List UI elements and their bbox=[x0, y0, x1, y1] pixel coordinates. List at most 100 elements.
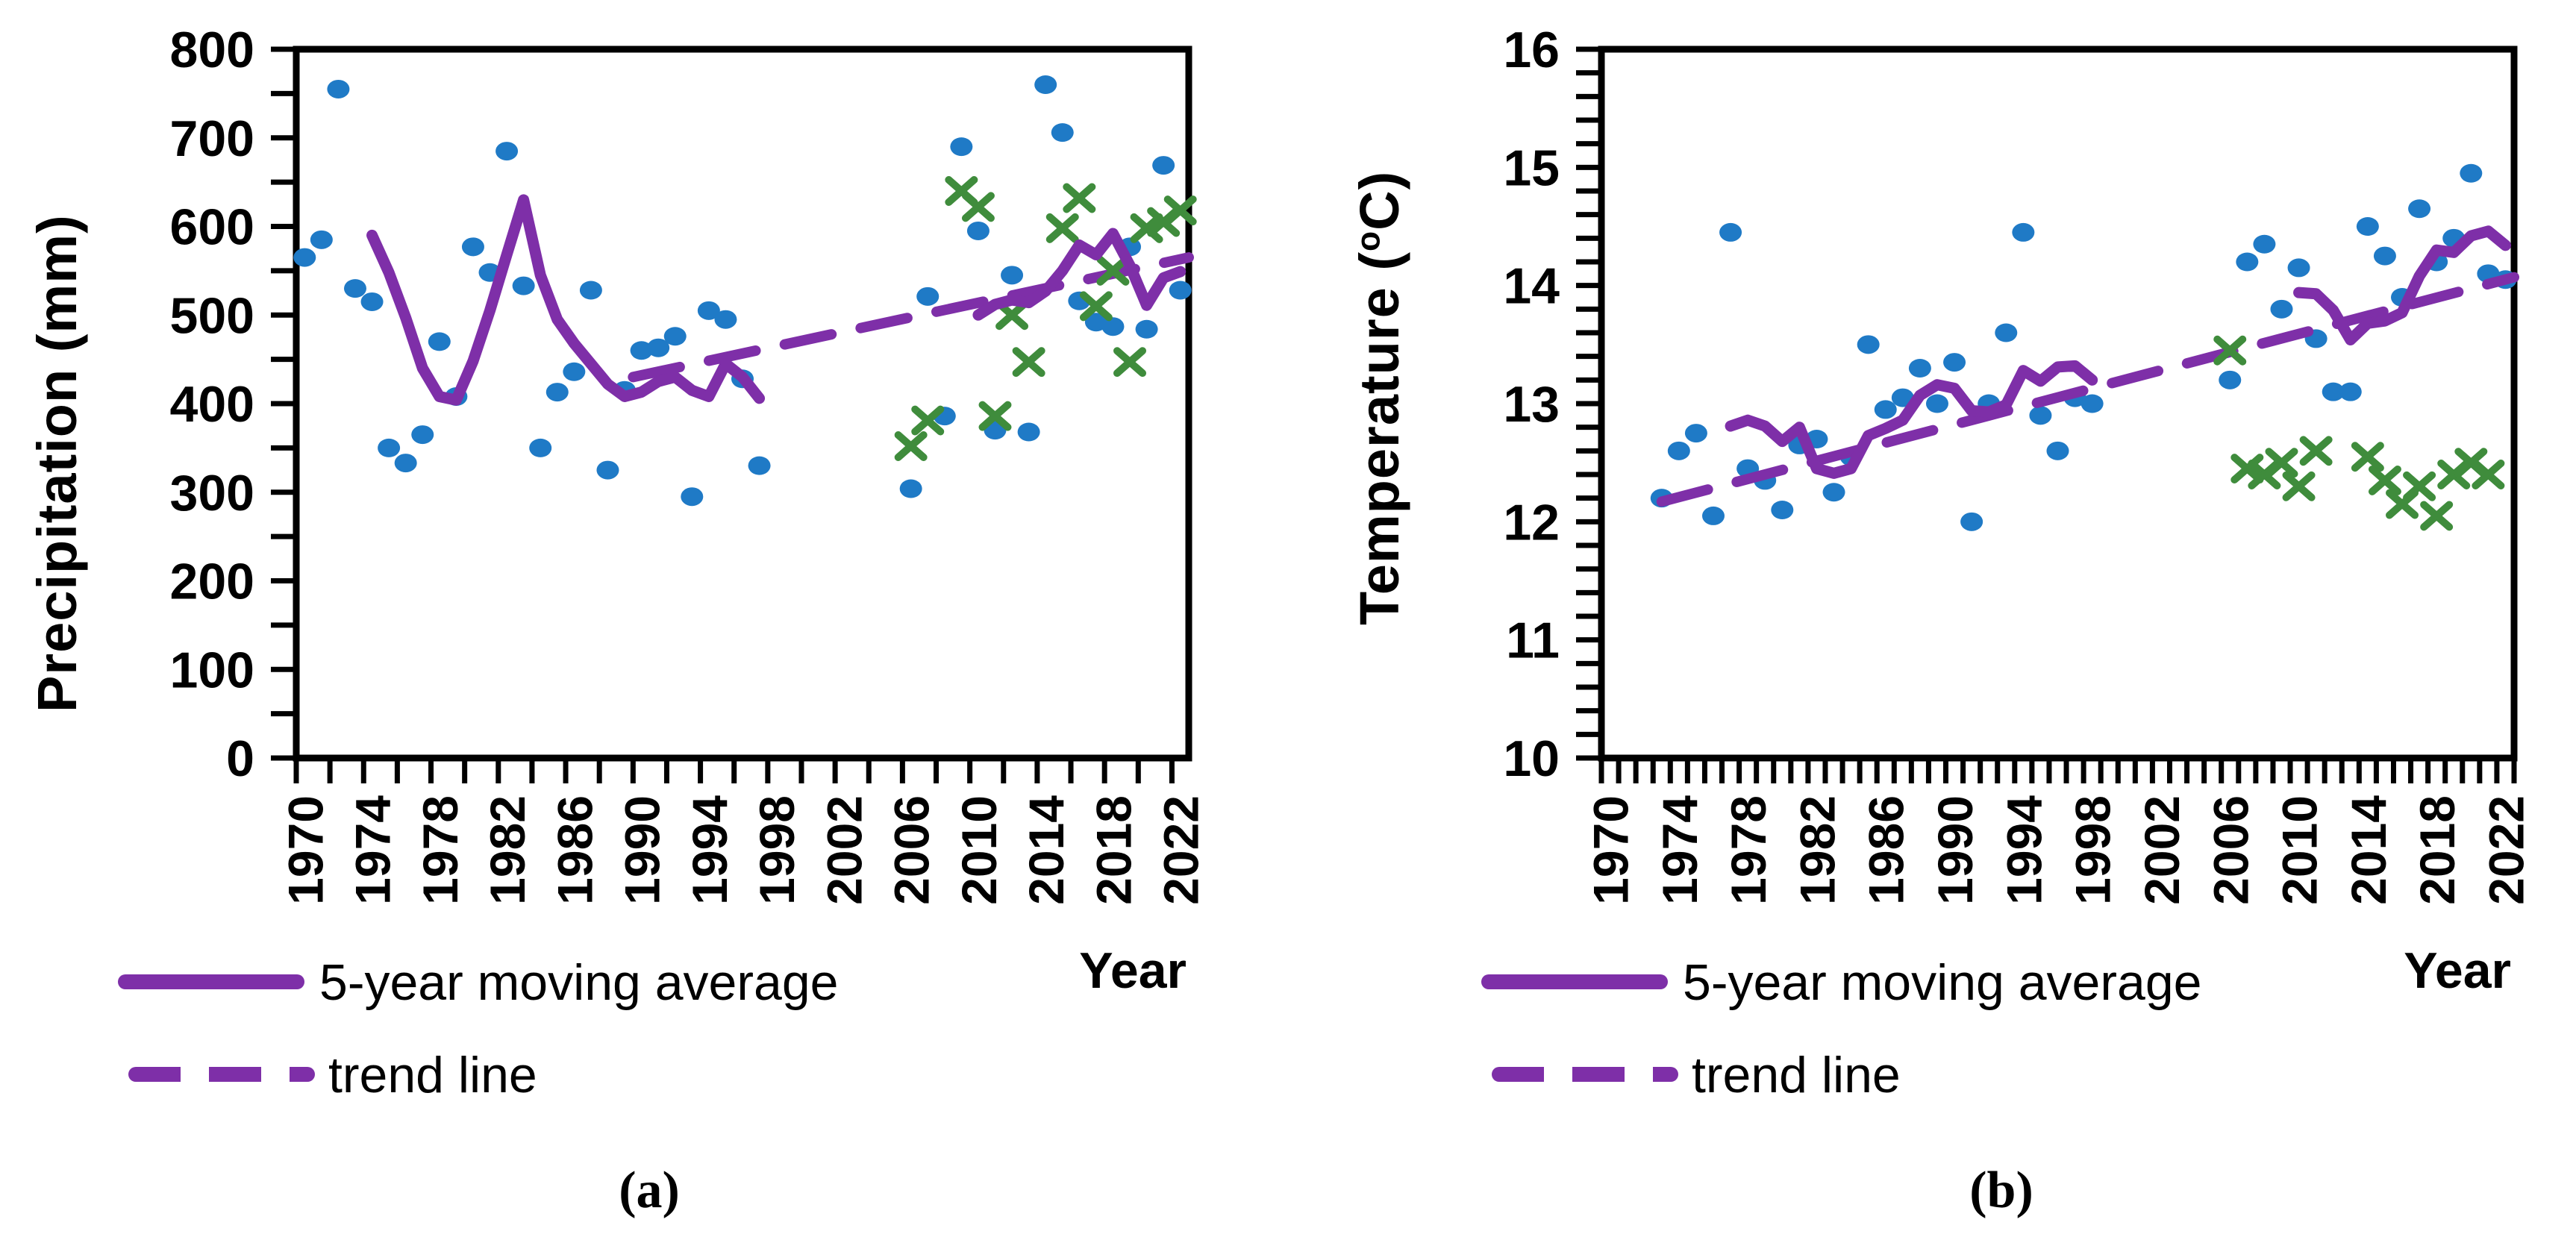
panel-a-x-tick-label: 2010 bbox=[951, 795, 1007, 905]
panel-a-x-tick-label: 1978 bbox=[413, 795, 468, 905]
panel-a-x-tick-label: 2002 bbox=[816, 795, 872, 905]
panel-b-x-tick-label: 1998 bbox=[2066, 795, 2121, 905]
panel-a-y-tick-label: 0 bbox=[226, 730, 254, 787]
panel-b-x-marker bbox=[2472, 460, 2505, 489]
legend-b-trend-label: trend line bbox=[1692, 1047, 1901, 1103]
panel-a-annual-point bbox=[378, 438, 401, 457]
panel-a-x-marker bbox=[1096, 255, 1130, 286]
panel-b-x-marker bbox=[2230, 454, 2264, 484]
panel-b-x-tick-label: 2006 bbox=[2203, 795, 2258, 905]
caption-panel-a: (a) bbox=[619, 1162, 680, 1219]
panel-a-x-marker bbox=[894, 431, 928, 461]
panel-b-x-marker bbox=[2299, 436, 2333, 466]
panel-b-annual-point bbox=[1908, 359, 1931, 378]
panel-a-x-marker bbox=[1130, 213, 1163, 243]
panel-a-x-tick-label: 2018 bbox=[1086, 795, 1141, 905]
legend-a-moving-average-swatch bbox=[118, 974, 304, 989]
panel-a-x-marker bbox=[1045, 213, 1079, 243]
panel-b-x-marker bbox=[2454, 448, 2488, 478]
panel-a-annual-point bbox=[563, 362, 586, 381]
panel-a-x-marker bbox=[1063, 183, 1096, 213]
panel-a-annual-point bbox=[1135, 319, 1158, 339]
panel-b-x-tick-label: 2014 bbox=[2341, 795, 2396, 905]
panel-b-annual-point bbox=[1960, 512, 1983, 531]
panel-a-annual-point bbox=[697, 301, 720, 320]
panel-b-trend-line bbox=[1656, 272, 2519, 507]
degree-superscript: o bbox=[1350, 230, 1387, 252]
panel-a-x-marker bbox=[978, 401, 1012, 431]
panel-a-annual-point bbox=[681, 487, 704, 507]
panel-b-x-marker bbox=[2368, 465, 2401, 495]
panel-b-x-tick-label: 1974 bbox=[1652, 795, 1707, 905]
panel-b-x-tick-label: 2010 bbox=[2272, 795, 2328, 905]
legend-b-moving-average-swatch bbox=[1481, 974, 1668, 989]
panel-b-y-tick-label: 15 bbox=[1503, 140, 1560, 196]
panel-a-annual-point bbox=[1101, 317, 1125, 336]
panel-a-x-marker bbox=[1079, 291, 1113, 322]
panel-a-y-tick-label: 500 bbox=[170, 287, 254, 344]
panel-b-x-tick-label: 1994 bbox=[1996, 795, 2051, 905]
panel-b-x-marker bbox=[2282, 471, 2316, 501]
panel-b-annual-point bbox=[2460, 163, 2483, 183]
legend-b-moving-average-label: 5-year moving average bbox=[1683, 954, 2202, 1011]
panel-a-annual-point bbox=[663, 327, 687, 346]
panel-b-x-marker bbox=[2420, 501, 2454, 531]
panel-b-annual-point bbox=[2029, 406, 2052, 425]
panel-a-annual-point bbox=[1017, 422, 1040, 442]
panel-b-annual-point bbox=[2356, 217, 2379, 236]
panel-b-annual-point bbox=[1684, 424, 1707, 443]
panel-b-annual-point bbox=[1719, 222, 1742, 242]
panel-a-moving-average-line bbox=[972, 228, 1187, 321]
panel-a-x-marker bbox=[1012, 347, 1045, 378]
panel-a-x-tick-label: 1990 bbox=[615, 795, 670, 905]
panel-a-annual-point bbox=[428, 332, 451, 351]
panel-a-annual-point bbox=[647, 338, 670, 357]
panel-a-x-tick-label: 1994 bbox=[682, 795, 737, 905]
panel-b-annual-point bbox=[2339, 382, 2362, 401]
panel-b-y-tick-label: 14 bbox=[1503, 258, 1560, 315]
panel-b-x-axis-title: Year bbox=[2404, 942, 2511, 999]
panel-a-x-tick-label: 2006 bbox=[884, 795, 940, 905]
panel-b-y-tick-label: 11 bbox=[1506, 613, 1560, 669]
panel-a-annual-point bbox=[293, 248, 316, 267]
panel-a-y-tick-label: 800 bbox=[170, 22, 254, 78]
panel-a-annual-point bbox=[596, 460, 619, 480]
panel-a-y-axis-title: Precipitation (mm) bbox=[26, 214, 88, 713]
panel-a-x-tick-label: 2022 bbox=[1154, 795, 1209, 905]
panel-a-annual-point bbox=[1169, 281, 1192, 300]
panel-b-y-title-post: C) bbox=[1348, 170, 1410, 231]
panel-b-x-tick-label: 1978 bbox=[1721, 795, 1776, 905]
panel-b-annual-point bbox=[2270, 299, 2293, 319]
panel-b-annual-point bbox=[2408, 199, 2431, 219]
panel-a-y-tick-label: 400 bbox=[170, 376, 254, 433]
panel-b-y-tick-label: 10 bbox=[1503, 730, 1560, 787]
legend-a-trend-swatch bbox=[128, 1067, 315, 1082]
panel-a-annual-point bbox=[1034, 75, 1057, 94]
panel-a-annual-point bbox=[461, 237, 484, 257]
panel-b-annual-point bbox=[1943, 353, 1966, 372]
panel-a-annual-point bbox=[899, 479, 922, 498]
panel-a-annual-point bbox=[529, 438, 552, 457]
panel-b-annual-point bbox=[2373, 246, 2396, 266]
panel-a-annual-point bbox=[1152, 156, 1175, 175]
panel-b-annual-point bbox=[2253, 234, 2276, 254]
panel-a-annual-point bbox=[916, 286, 940, 306]
panel-a-annual-point bbox=[360, 292, 384, 311]
panel-b-annual-point bbox=[2322, 382, 2345, 401]
panel-a-annual-point bbox=[512, 276, 535, 295]
panel-b-annual-point bbox=[2081, 394, 2104, 413]
panel-b-y-tick-label: 16 bbox=[1503, 22, 1560, 78]
panel-b-annual-point bbox=[1925, 394, 1948, 413]
panel-a-annual-point bbox=[343, 279, 366, 298]
panel-a-x-marker bbox=[911, 405, 945, 436]
panel-b-moving-average-line bbox=[2293, 225, 2511, 345]
panel-b-y-axis-title: Temperature (oC) bbox=[1348, 171, 1411, 625]
panel-b-annual-point bbox=[1857, 335, 1880, 354]
panel-b-x-marker bbox=[2213, 335, 2247, 366]
panel-a-x-tick-label: 1974 bbox=[346, 795, 401, 905]
panel-a-annual-point bbox=[1051, 123, 1074, 143]
panel-a-y-tick-label: 300 bbox=[170, 465, 254, 522]
panel-b-annual-point bbox=[2236, 252, 2259, 272]
